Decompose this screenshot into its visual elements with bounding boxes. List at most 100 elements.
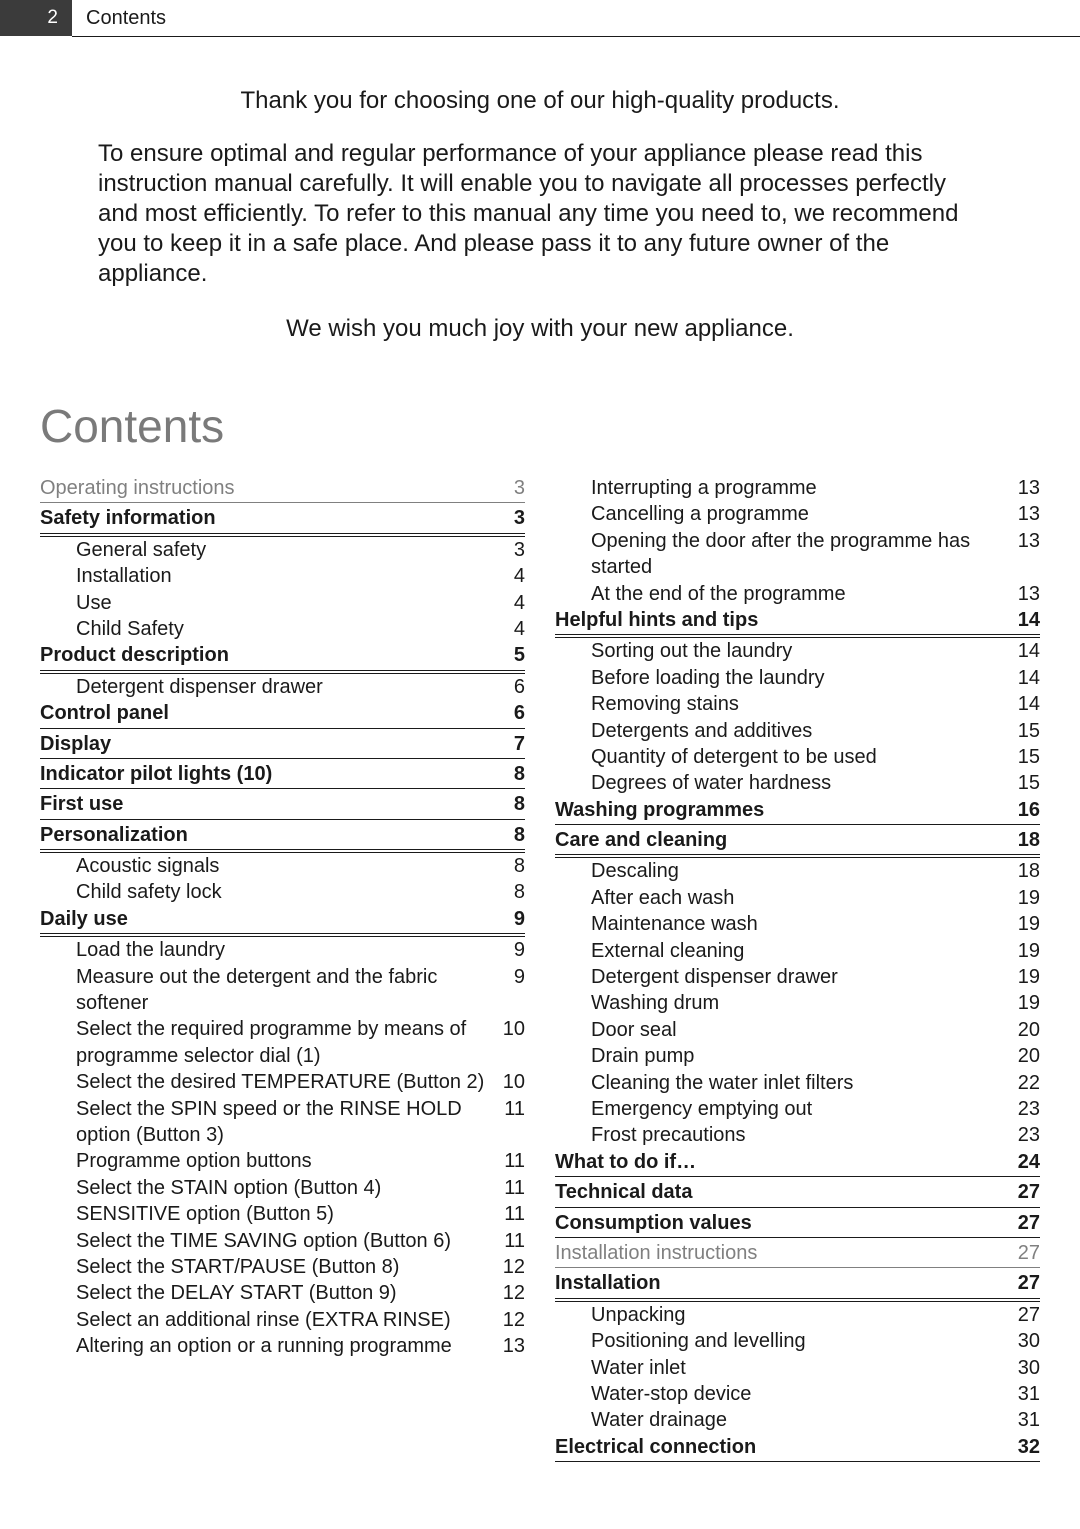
toc-page: 14 xyxy=(1008,665,1040,691)
toc-page: 13 xyxy=(1008,581,1040,607)
toc-entry: Select the START/PAUSE (Button 8)12 xyxy=(40,1254,525,1280)
toc-label: Helpful hints and tips xyxy=(555,607,1008,633)
toc-page: 23 xyxy=(1008,1096,1040,1122)
toc-page: 8 xyxy=(493,791,525,817)
toc-entry: First use8 xyxy=(40,791,525,819)
toc-entry: Interrupting a programme13 xyxy=(555,475,1040,501)
toc-entry: Child safety lock8 xyxy=(40,879,525,905)
intro-thank: Thank you for choosing one of our high-q… xyxy=(98,87,982,115)
toc-page: 8 xyxy=(493,822,525,848)
toc-entry: Select the STAIN option (Button 4)11 xyxy=(40,1175,525,1201)
intro-body: To ensure optimal and regular performanc… xyxy=(98,139,982,289)
toc-entry: Consumption values27 xyxy=(555,1210,1040,1238)
toc-page: 18 xyxy=(1008,827,1040,853)
toc-entry: Use4 xyxy=(40,590,525,616)
intro-wish: We wish you much joy with your new appli… xyxy=(98,315,982,343)
toc-page: 12 xyxy=(493,1280,525,1306)
toc-page: 9 xyxy=(493,906,525,932)
toc-label: Select the STAIN option (Button 4) xyxy=(76,1175,493,1201)
toc-entry: Control panel6 xyxy=(40,700,525,728)
toc-label: Interrupting a programme xyxy=(591,475,1008,501)
toc-entry: Detergents and additives15 xyxy=(555,718,1040,744)
toc-page: 11 xyxy=(493,1148,525,1174)
toc-column-left: Operating instructions3Safety informatio… xyxy=(40,475,525,1464)
toc-page: 19 xyxy=(1008,911,1040,937)
toc-entry: Daily use9 xyxy=(40,906,525,934)
toc-entry: Quantity of detergent to be used15 xyxy=(555,744,1040,770)
toc-label: Measure out the detergent and the fabric… xyxy=(76,964,493,1017)
toc-label: Electrical connection xyxy=(555,1434,1008,1460)
toc-label: Technical data xyxy=(555,1179,1008,1205)
toc-column-right: Interrupting a programme13Cancelling a p… xyxy=(555,475,1040,1464)
toc-entry: Drain pump20 xyxy=(555,1043,1040,1069)
toc-page: 18 xyxy=(1008,858,1040,884)
toc-entry: After each wash19 xyxy=(555,885,1040,911)
toc-entry: Before loading the laundry14 xyxy=(555,665,1040,691)
toc-page: 7 xyxy=(493,731,525,757)
toc-entry: Installation27 xyxy=(555,1270,1040,1298)
toc-entry: Positioning and levelling30 xyxy=(555,1328,1040,1354)
intro-block: Thank you for choosing one of our high-q… xyxy=(0,37,1080,343)
toc-label: Control panel xyxy=(40,700,493,726)
toc-label: Display xyxy=(40,731,493,757)
toc-entry: Indicator pilot lights (10)8 xyxy=(40,761,525,789)
toc-entry: Emergency emptying out23 xyxy=(555,1096,1040,1122)
toc-entry: Detergent dispenser drawer19 xyxy=(555,964,1040,990)
toc-label: Child Safety xyxy=(76,616,493,642)
toc-label: Removing stains xyxy=(591,691,1008,717)
toc-entry: Child Safety4 xyxy=(40,616,525,642)
toc-label: Use xyxy=(76,590,493,616)
toc-page: 8 xyxy=(493,761,525,787)
toc-entry: Display7 xyxy=(40,731,525,759)
toc-page: 13 xyxy=(493,1333,525,1359)
toc-label: Opening the door after the programme has… xyxy=(591,528,1008,581)
toc-page: 27 xyxy=(1008,1210,1040,1236)
toc-page: 14 xyxy=(1008,638,1040,664)
toc-label: Select an additional rinse (EXTRA RINSE) xyxy=(76,1307,493,1333)
toc-label: Before loading the laundry xyxy=(591,665,1008,691)
toc-label: Cleaning the water inlet filters xyxy=(591,1070,1008,1096)
toc-page: 19 xyxy=(1008,885,1040,911)
toc-label: Altering an option or a running programm… xyxy=(76,1333,493,1359)
toc-page: 9 xyxy=(493,937,525,963)
toc-label: Detergents and additives xyxy=(591,718,1008,744)
toc-label: Water drainage xyxy=(591,1407,1008,1433)
toc-label: Detergent dispenser drawer xyxy=(76,674,493,700)
toc-label: Operating instructions xyxy=(40,475,493,501)
toc-page: 9 xyxy=(493,964,525,990)
toc-page: 15 xyxy=(1008,770,1040,796)
toc-page: 12 xyxy=(493,1254,525,1280)
toc-label: First use xyxy=(40,791,493,817)
toc-page: 14 xyxy=(1008,691,1040,717)
toc-page: 27 xyxy=(1008,1270,1040,1296)
toc-page: 30 xyxy=(1008,1355,1040,1381)
toc-page: 20 xyxy=(1008,1017,1040,1043)
toc-entry: Electrical connection32 xyxy=(555,1434,1040,1462)
toc-page: 23 xyxy=(1008,1122,1040,1148)
toc-page: 11 xyxy=(493,1096,525,1122)
toc-label: Drain pump xyxy=(591,1043,1008,1069)
toc-label: Acoustic signals xyxy=(76,853,493,879)
toc-page: 20 xyxy=(1008,1043,1040,1069)
toc-page: 6 xyxy=(493,674,525,700)
toc-label: Quantity of detergent to be used xyxy=(591,744,1008,770)
toc-label: Select the desired TEMPERATURE (Button 2… xyxy=(76,1069,493,1095)
toc-page: 13 xyxy=(1008,528,1040,554)
toc-label: Installation instructions xyxy=(555,1240,1008,1266)
toc-entry: Helpful hints and tips14 xyxy=(555,607,1040,635)
toc-entry: General safety3 xyxy=(40,536,525,563)
toc-label: Select the TIME SAVING option (Button 6) xyxy=(76,1228,493,1254)
toc-page: 10 xyxy=(493,1016,525,1042)
toc-label: Select the START/PAUSE (Button 8) xyxy=(76,1254,493,1280)
toc-page: 11 xyxy=(493,1201,525,1227)
toc-entry: Select the DELAY START (Button 9)12 xyxy=(40,1280,525,1306)
toc-label: Water-stop device xyxy=(591,1381,1008,1407)
page-number: 2 xyxy=(47,7,58,29)
toc-label: Load the laundry xyxy=(76,937,493,963)
toc-label: SENSITIVE option (Button 5) xyxy=(76,1201,493,1227)
toc-label: What to do if… xyxy=(555,1149,1008,1175)
toc-page: 13 xyxy=(1008,501,1040,527)
contents-heading: Contents xyxy=(0,399,1080,453)
toc-page: 27 xyxy=(1008,1240,1040,1266)
toc-entry: Door seal20 xyxy=(555,1017,1040,1043)
